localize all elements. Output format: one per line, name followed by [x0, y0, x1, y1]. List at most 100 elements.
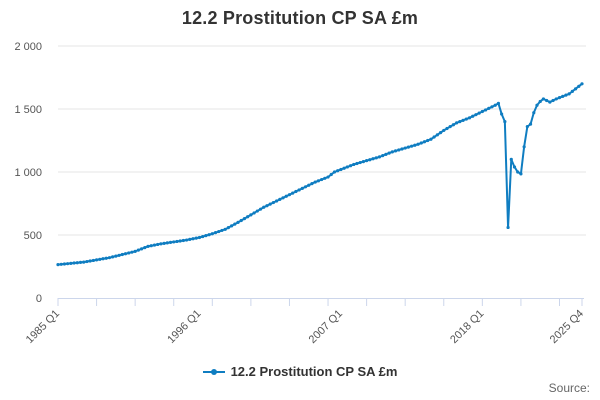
data-point[interactable]	[197, 235, 202, 240]
data-point[interactable]	[490, 105, 494, 109]
data-point[interactable]	[210, 232, 214, 236]
data-point[interactable]	[175, 239, 179, 244]
data-point[interactable]	[355, 161, 359, 166]
data-point[interactable]	[275, 199, 279, 203]
data-point[interactable]	[194, 236, 198, 240]
data-point[interactable]	[303, 185, 308, 189]
data-point[interactable]	[541, 97, 546, 101]
data-point[interactable]	[564, 93, 568, 97]
data-point[interactable]	[493, 103, 497, 107]
data-point[interactable]	[271, 200, 275, 205]
data-point[interactable]	[368, 158, 372, 162]
data-point[interactable]	[149, 244, 153, 248]
data-point[interactable]	[252, 211, 256, 215]
data-point[interactable]	[268, 202, 272, 206]
data-point[interactable]	[545, 98, 549, 103]
data-point[interactable]	[172, 240, 176, 244]
data-point[interactable]	[62, 262, 67, 266]
data-point[interactable]	[365, 159, 369, 163]
data-point[interactable]	[217, 229, 221, 234]
data-point[interactable]	[297, 188, 301, 192]
data-point[interactable]	[133, 249, 137, 253]
data-point[interactable]	[69, 261, 73, 265]
data-point[interactable]	[66, 262, 70, 266]
data-point[interactable]	[207, 233, 211, 237]
data-point[interactable]	[358, 160, 362, 165]
data-point[interactable]	[509, 157, 513, 161]
data-point[interactable]	[136, 248, 140, 252]
data-point[interactable]	[226, 226, 230, 230]
data-point[interactable]	[91, 258, 95, 263]
data-point[interactable]	[236, 220, 240, 224]
data-point[interactable]	[432, 135, 436, 139]
data-point[interactable]	[156, 242, 160, 247]
data-point[interactable]	[390, 150, 394, 154]
data-point[interactable]	[310, 182, 314, 186]
data-point[interactable]	[230, 224, 234, 228]
data-point[interactable]	[242, 217, 247, 221]
data-point[interactable]	[487, 106, 491, 110]
data-point[interactable]	[406, 145, 410, 149]
data-point[interactable]	[413, 143, 417, 147]
data-point[interactable]	[500, 112, 504, 116]
data-point[interactable]	[528, 122, 533, 126]
data-point[interactable]	[72, 261, 76, 265]
data-point[interactable]	[168, 240, 173, 244]
data-point[interactable]	[532, 111, 536, 115]
data-point[interactable]	[152, 243, 157, 247]
data-point[interactable]	[525, 125, 529, 129]
data-point[interactable]	[188, 237, 192, 242]
data-point[interactable]	[326, 175, 330, 179]
data-point[interactable]	[316, 179, 320, 183]
data-point[interactable]	[567, 92, 571, 96]
data-point[interactable]	[516, 170, 520, 174]
data-point[interactable]	[294, 189, 298, 194]
data-point[interactable]	[477, 111, 481, 115]
data-point[interactable]	[416, 142, 420, 146]
data-point[interactable]	[410, 144, 414, 148]
data-point[interactable]	[258, 207, 263, 211]
data-point[interactable]	[143, 246, 147, 250]
data-point[interactable]	[165, 241, 169, 245]
data-point[interactable]	[403, 146, 407, 150]
data-point[interactable]	[255, 209, 259, 213]
data-point[interactable]	[429, 137, 433, 141]
data-point[interactable]	[519, 172, 523, 176]
data-point[interactable]	[284, 194, 288, 198]
data-point[interactable]	[88, 259, 92, 263]
data-point[interactable]	[204, 234, 208, 238]
data-point[interactable]	[336, 169, 340, 173]
data-point[interactable]	[512, 165, 517, 169]
data-point[interactable]	[181, 238, 185, 243]
data-point[interactable]	[123, 252, 128, 256]
data-point[interactable]	[445, 126, 449, 131]
data-point[interactable]	[287, 193, 292, 197]
data-point[interactable]	[557, 96, 562, 100]
data-point[interactable]	[371, 157, 375, 161]
data-point[interactable]	[442, 128, 446, 133]
data-point[interactable]	[345, 165, 349, 169]
data-point[interactable]	[291, 191, 295, 195]
data-point[interactable]	[117, 253, 121, 257]
data-point[interactable]	[262, 205, 266, 209]
data-point[interactable]	[554, 97, 558, 101]
data-point[interactable]	[352, 162, 356, 167]
series-line[interactable]	[56, 82, 584, 267]
data-point[interactable]	[146, 244, 150, 248]
data-point[interactable]	[464, 117, 468, 121]
data-point[interactable]	[104, 256, 108, 260]
data-point[interactable]	[332, 170, 337, 174]
data-point[interactable]	[474, 113, 478, 117]
data-point[interactable]	[422, 140, 427, 144]
data-point[interactable]	[82, 260, 86, 264]
data-point[interactable]	[101, 257, 105, 261]
data-point[interactable]	[348, 164, 353, 168]
data-point[interactable]	[522, 145, 526, 149]
data-point[interactable]	[300, 186, 304, 190]
data-point[interactable]	[393, 149, 398, 153]
data-point[interactable]	[580, 82, 584, 86]
data-point[interactable]	[374, 156, 378, 160]
data-point[interactable]	[127, 251, 131, 255]
data-point[interactable]	[162, 241, 166, 245]
data-point[interactable]	[561, 94, 565, 98]
